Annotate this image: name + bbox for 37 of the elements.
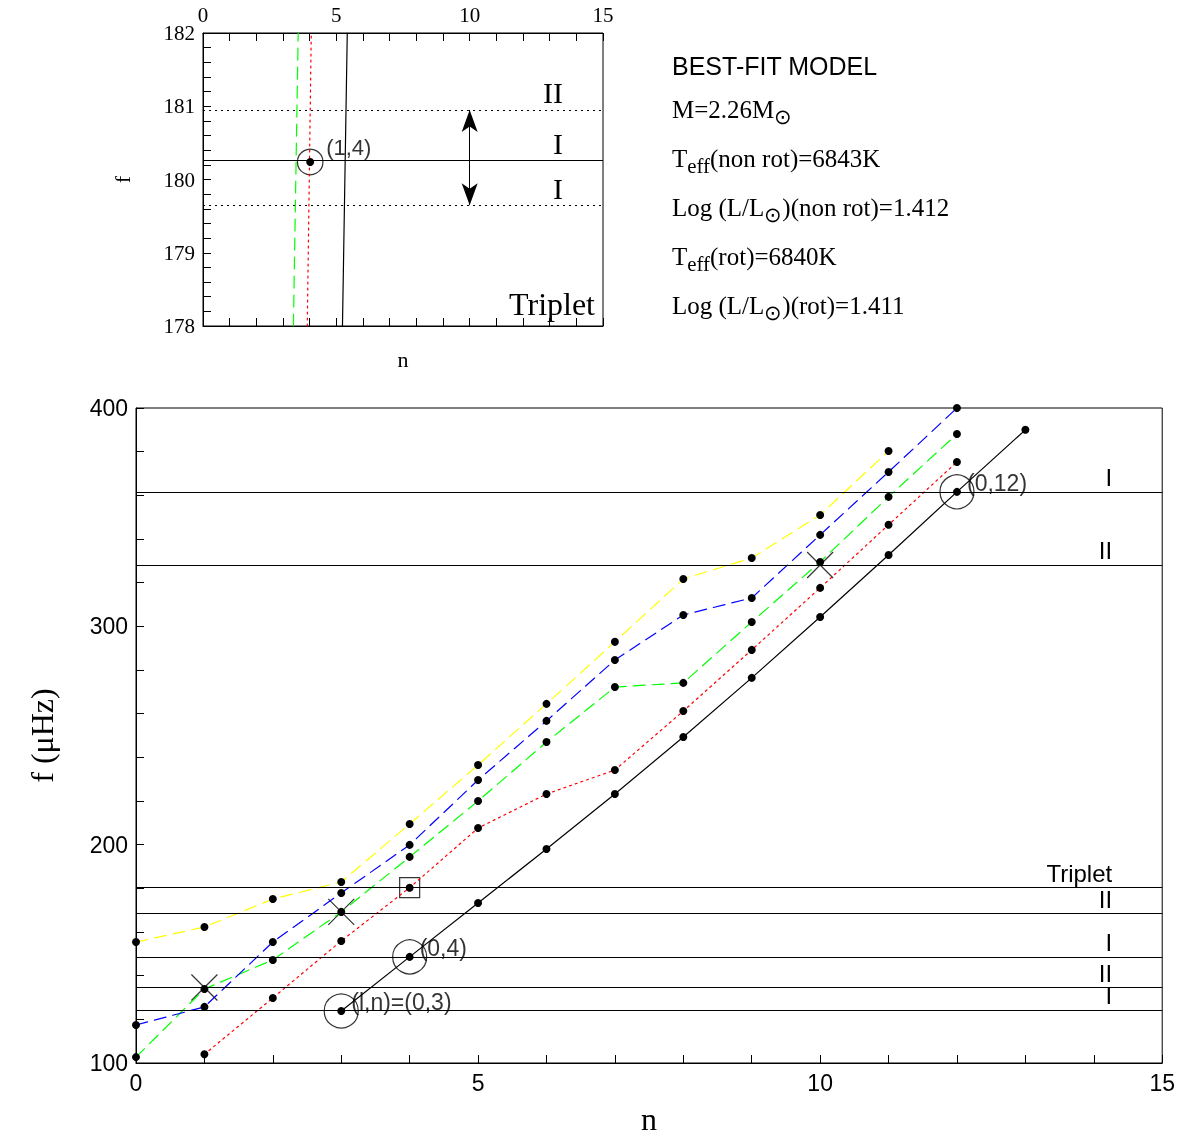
ref-line-label: II [1098, 885, 1113, 913]
x-tick-label: 10 [459, 2, 481, 27]
ref-line-label: II [1098, 537, 1113, 565]
ref-line-label: Triplet [1046, 860, 1113, 888]
text: Log (L/L$_{⊙}$)(non rot)=1.412 [672, 193, 951, 229]
x-axis-title: n [397, 346, 409, 372]
ref-line-label: II [543, 76, 563, 110]
x-tick-label: 0 [129, 1069, 143, 1096]
ref-line-label: I [1105, 464, 1113, 492]
ref-line-label: II [1098, 959, 1113, 987]
y-tick-label: 100 [89, 1050, 128, 1076]
y-axis-title: f [109, 175, 135, 184]
y-tick-label: 400 [89, 395, 128, 421]
x-tick-label: 15 [592, 2, 614, 27]
y-axis-title: f (μHz) [24, 688, 60, 783]
y-tick-label: 200 [89, 831, 128, 858]
ref-line-label: I [553, 171, 563, 205]
ref-line-label: I [1105, 929, 1113, 957]
y-tick-label: 300 [89, 613, 128, 640]
x-tick-label: 0 [197, 2, 209, 27]
text: T$_{eff}$(rot)=6840K [672, 242, 838, 278]
x-axis-title: n [641, 1101, 658, 1137]
x-tick-label: 5 [471, 1069, 485, 1096]
x-tick-label: 5 [331, 2, 342, 27]
y-tick-label: 178 [163, 314, 195, 338]
text: BEST-FIT MODEL [672, 52, 879, 81]
text: T$_{eff}$(non rot)=6843K [672, 144, 882, 180]
y-tick-label: 179 [163, 240, 195, 265]
y-tick-label: 182 [163, 21, 195, 45]
text: M=2.26M$_{⊙}$ [672, 95, 794, 131]
y-tick-label: 181 [163, 94, 195, 119]
x-tick-label: 10 [807, 1069, 833, 1096]
x-tick-label: 15 [1149, 1069, 1176, 1096]
ref-line-label: I [553, 126, 563, 160]
text: Log (L/L$_{⊙}$)(rot)=1.411 [672, 291, 906, 327]
annotation: Triplet [509, 286, 596, 322]
y-tick-label: 180 [163, 167, 195, 192]
